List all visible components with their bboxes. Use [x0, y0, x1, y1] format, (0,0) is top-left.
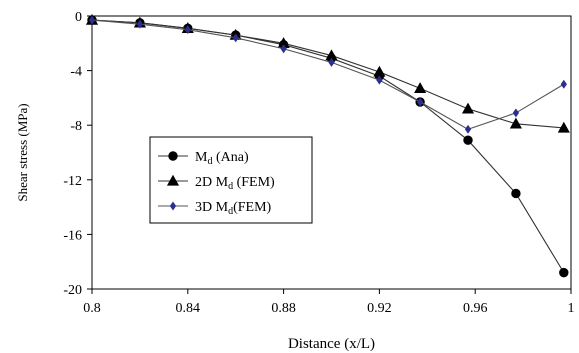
x-tick-label: 0.96 — [463, 301, 488, 316]
y-tick-label: -16 — [63, 228, 82, 243]
x-tick-label: 0.8 — [83, 301, 101, 316]
legend-marker — [166, 174, 180, 186]
data-point — [463, 135, 473, 145]
data-point — [464, 124, 472, 134]
data-point — [136, 19, 144, 29]
series-2 — [85, 13, 570, 133]
series-layer — [85, 13, 570, 278]
data-point — [416, 97, 424, 107]
x-tick-label: 0.88 — [271, 301, 296, 316]
legend-label: 3D Md(FEM) — [195, 200, 272, 217]
series-3 — [88, 15, 567, 134]
x-tick-label: 1 — [568, 301, 575, 316]
y-tick-label: -4 — [70, 65, 82, 80]
data-point — [280, 44, 287, 54]
data-point — [557, 121, 570, 133]
x-axis-title: Distance (x/L) — [288, 336, 375, 352]
data-point — [373, 65, 386, 77]
legend-item-2: 2D Md (FEM) — [158, 174, 275, 192]
legend-item-1: Md (Ana) — [158, 150, 249, 167]
legend-label: Md (Ana) — [195, 150, 249, 167]
legend-label: 2D Md (FEM) — [195, 175, 275, 192]
legend-marker — [168, 151, 178, 161]
data-point — [461, 102, 475, 114]
series-line — [91, 19, 565, 130]
y-tick-label: -20 — [63, 283, 82, 298]
y-axis-ticks: 0 -4 -8 -12 -16 -20 — [63, 10, 92, 298]
data-point — [512, 108, 520, 118]
data-point — [414, 82, 427, 94]
data-point — [184, 25, 191, 35]
x-tick-label: 0.84 — [176, 301, 201, 316]
data-point — [511, 188, 521, 199]
data-point — [376, 75, 383, 85]
data-point — [559, 267, 569, 278]
y-axis-title: Shear stress (MPa) — [15, 103, 30, 201]
y-tick-label: 0 — [75, 10, 82, 25]
data-point — [328, 57, 335, 67]
data-point — [88, 15, 96, 25]
y-tick-label: -8 — [70, 119, 82, 134]
plot-border — [91, 15, 572, 290]
x-tick-label: 0.92 — [367, 301, 392, 316]
legend-box — [149, 136, 313, 224]
legend-marker — [169, 201, 177, 211]
plot-frame — [91, 15, 572, 290]
series-line — [91, 19, 564, 129]
legend: Md (Ana) 2D Md (FEM) 3D Md(FEM) — [149, 136, 313, 224]
data-point — [509, 117, 522, 129]
y-tick-label: -12 — [63, 174, 82, 189]
data-point — [560, 79, 567, 89]
data-point — [232, 33, 239, 43]
x-axis-ticks: 0.8 0.84 0.88 0.92 0.96 1 — [83, 289, 575, 316]
legend-item-3: 3D Md(FEM) — [158, 200, 272, 217]
